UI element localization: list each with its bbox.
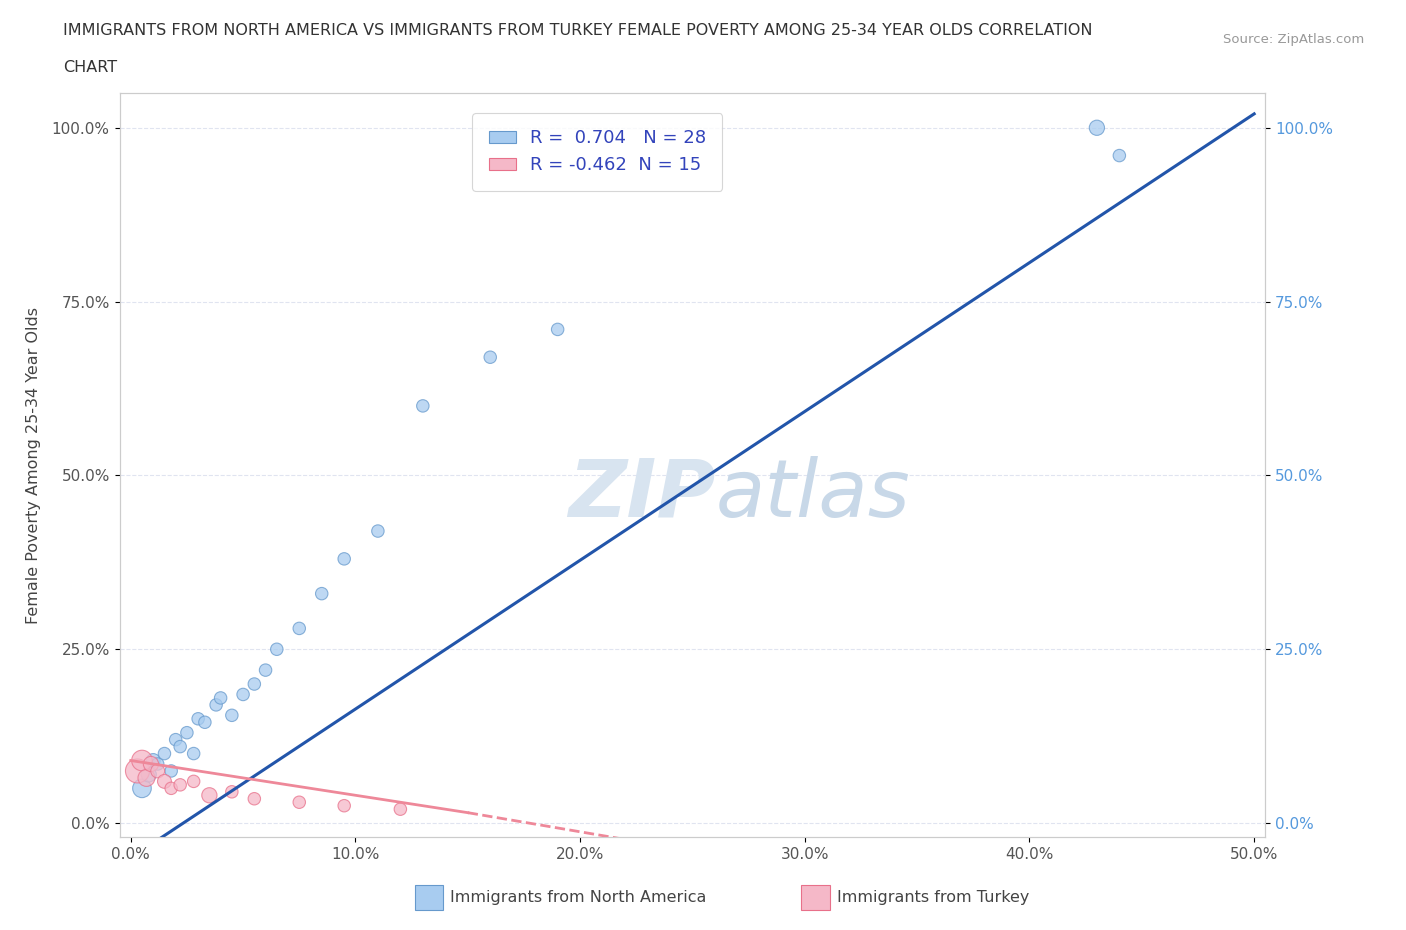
Point: [266, 642, 288, 657]
Point: [127, 764, 149, 778]
Point: [165, 732, 187, 747]
Text: Source: ZipAtlas.com: Source: ZipAtlas.com: [1223, 33, 1364, 46]
Point: [160, 781, 183, 796]
Point: [131, 753, 153, 768]
Text: Immigrants from Turkey: Immigrants from Turkey: [837, 890, 1029, 905]
Point: [479, 350, 502, 365]
Point: [183, 774, 205, 789]
Point: [139, 756, 162, 771]
Point: [183, 746, 205, 761]
Point: [205, 698, 228, 712]
Point: [333, 798, 356, 813]
Point: [146, 764, 169, 778]
Point: [1085, 120, 1108, 135]
Point: [142, 753, 165, 768]
Point: [243, 791, 266, 806]
Text: IMMIGRANTS FROM NORTH AMERICA VS IMMIGRANTS FROM TURKEY FEMALE POVERTY AMONG 25-: IMMIGRANTS FROM NORTH AMERICA VS IMMIGRA…: [63, 23, 1092, 38]
Point: [221, 784, 243, 799]
Text: Immigrants from North America: Immigrants from North America: [450, 890, 706, 905]
Text: atlas: atlas: [716, 456, 910, 534]
Point: [160, 764, 183, 778]
Point: [221, 708, 243, 723]
Point: [131, 781, 153, 796]
Point: [243, 677, 266, 692]
Point: [153, 774, 176, 789]
Point: [138, 767, 160, 782]
Y-axis label: Female Poverty Among 25-34 Year Olds: Female Poverty Among 25-34 Year Olds: [25, 307, 41, 623]
Point: [209, 690, 232, 705]
Point: [254, 663, 277, 678]
Point: [288, 795, 311, 810]
Point: [198, 788, 221, 803]
Point: [333, 551, 356, 566]
Point: [547, 322, 569, 337]
Text: ZIP: ZIP: [568, 456, 716, 534]
Point: [169, 739, 191, 754]
Point: [194, 715, 217, 730]
Point: [288, 621, 311, 636]
Point: [153, 746, 176, 761]
Point: [367, 524, 389, 538]
Point: [232, 687, 254, 702]
Point: [389, 802, 412, 817]
Point: [146, 756, 169, 771]
Point: [135, 770, 157, 785]
Legend: R =  0.704   N = 28, R = -0.462  N = 15: R = 0.704 N = 28, R = -0.462 N = 15: [472, 113, 723, 191]
Point: [412, 398, 434, 413]
Point: [311, 586, 333, 601]
Point: [169, 777, 191, 792]
Point: [176, 725, 198, 740]
Point: [1108, 148, 1130, 163]
Text: CHART: CHART: [63, 60, 117, 75]
Point: [187, 711, 209, 726]
